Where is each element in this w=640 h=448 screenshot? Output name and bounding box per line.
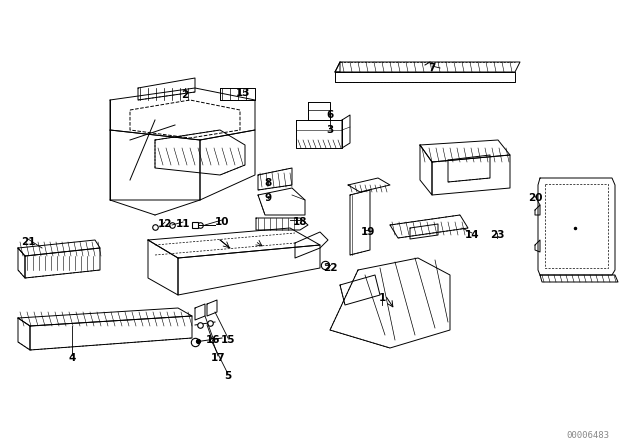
Text: 4: 4 xyxy=(68,353,76,363)
Text: 20: 20 xyxy=(528,193,542,203)
Text: 9: 9 xyxy=(264,193,271,203)
Text: 11: 11 xyxy=(176,219,190,229)
Text: 1: 1 xyxy=(378,293,386,303)
Text: 14: 14 xyxy=(465,230,479,240)
Text: 7: 7 xyxy=(428,63,436,73)
Text: 10: 10 xyxy=(215,217,229,227)
Text: 3: 3 xyxy=(326,125,333,135)
Text: 22: 22 xyxy=(323,263,337,273)
Text: 17: 17 xyxy=(211,353,225,363)
Text: 8: 8 xyxy=(264,178,271,188)
Text: 21: 21 xyxy=(20,237,35,247)
Text: 19: 19 xyxy=(361,227,375,237)
Text: 23: 23 xyxy=(490,230,504,240)
Text: 5: 5 xyxy=(225,371,232,381)
Text: 16: 16 xyxy=(205,335,220,345)
Text: 18: 18 xyxy=(292,217,307,227)
Text: 13: 13 xyxy=(236,88,250,98)
Text: 12: 12 xyxy=(157,219,172,229)
Text: 6: 6 xyxy=(326,110,333,120)
Text: 15: 15 xyxy=(221,335,236,345)
Text: 2: 2 xyxy=(181,90,189,100)
Text: 00006483: 00006483 xyxy=(566,431,609,439)
